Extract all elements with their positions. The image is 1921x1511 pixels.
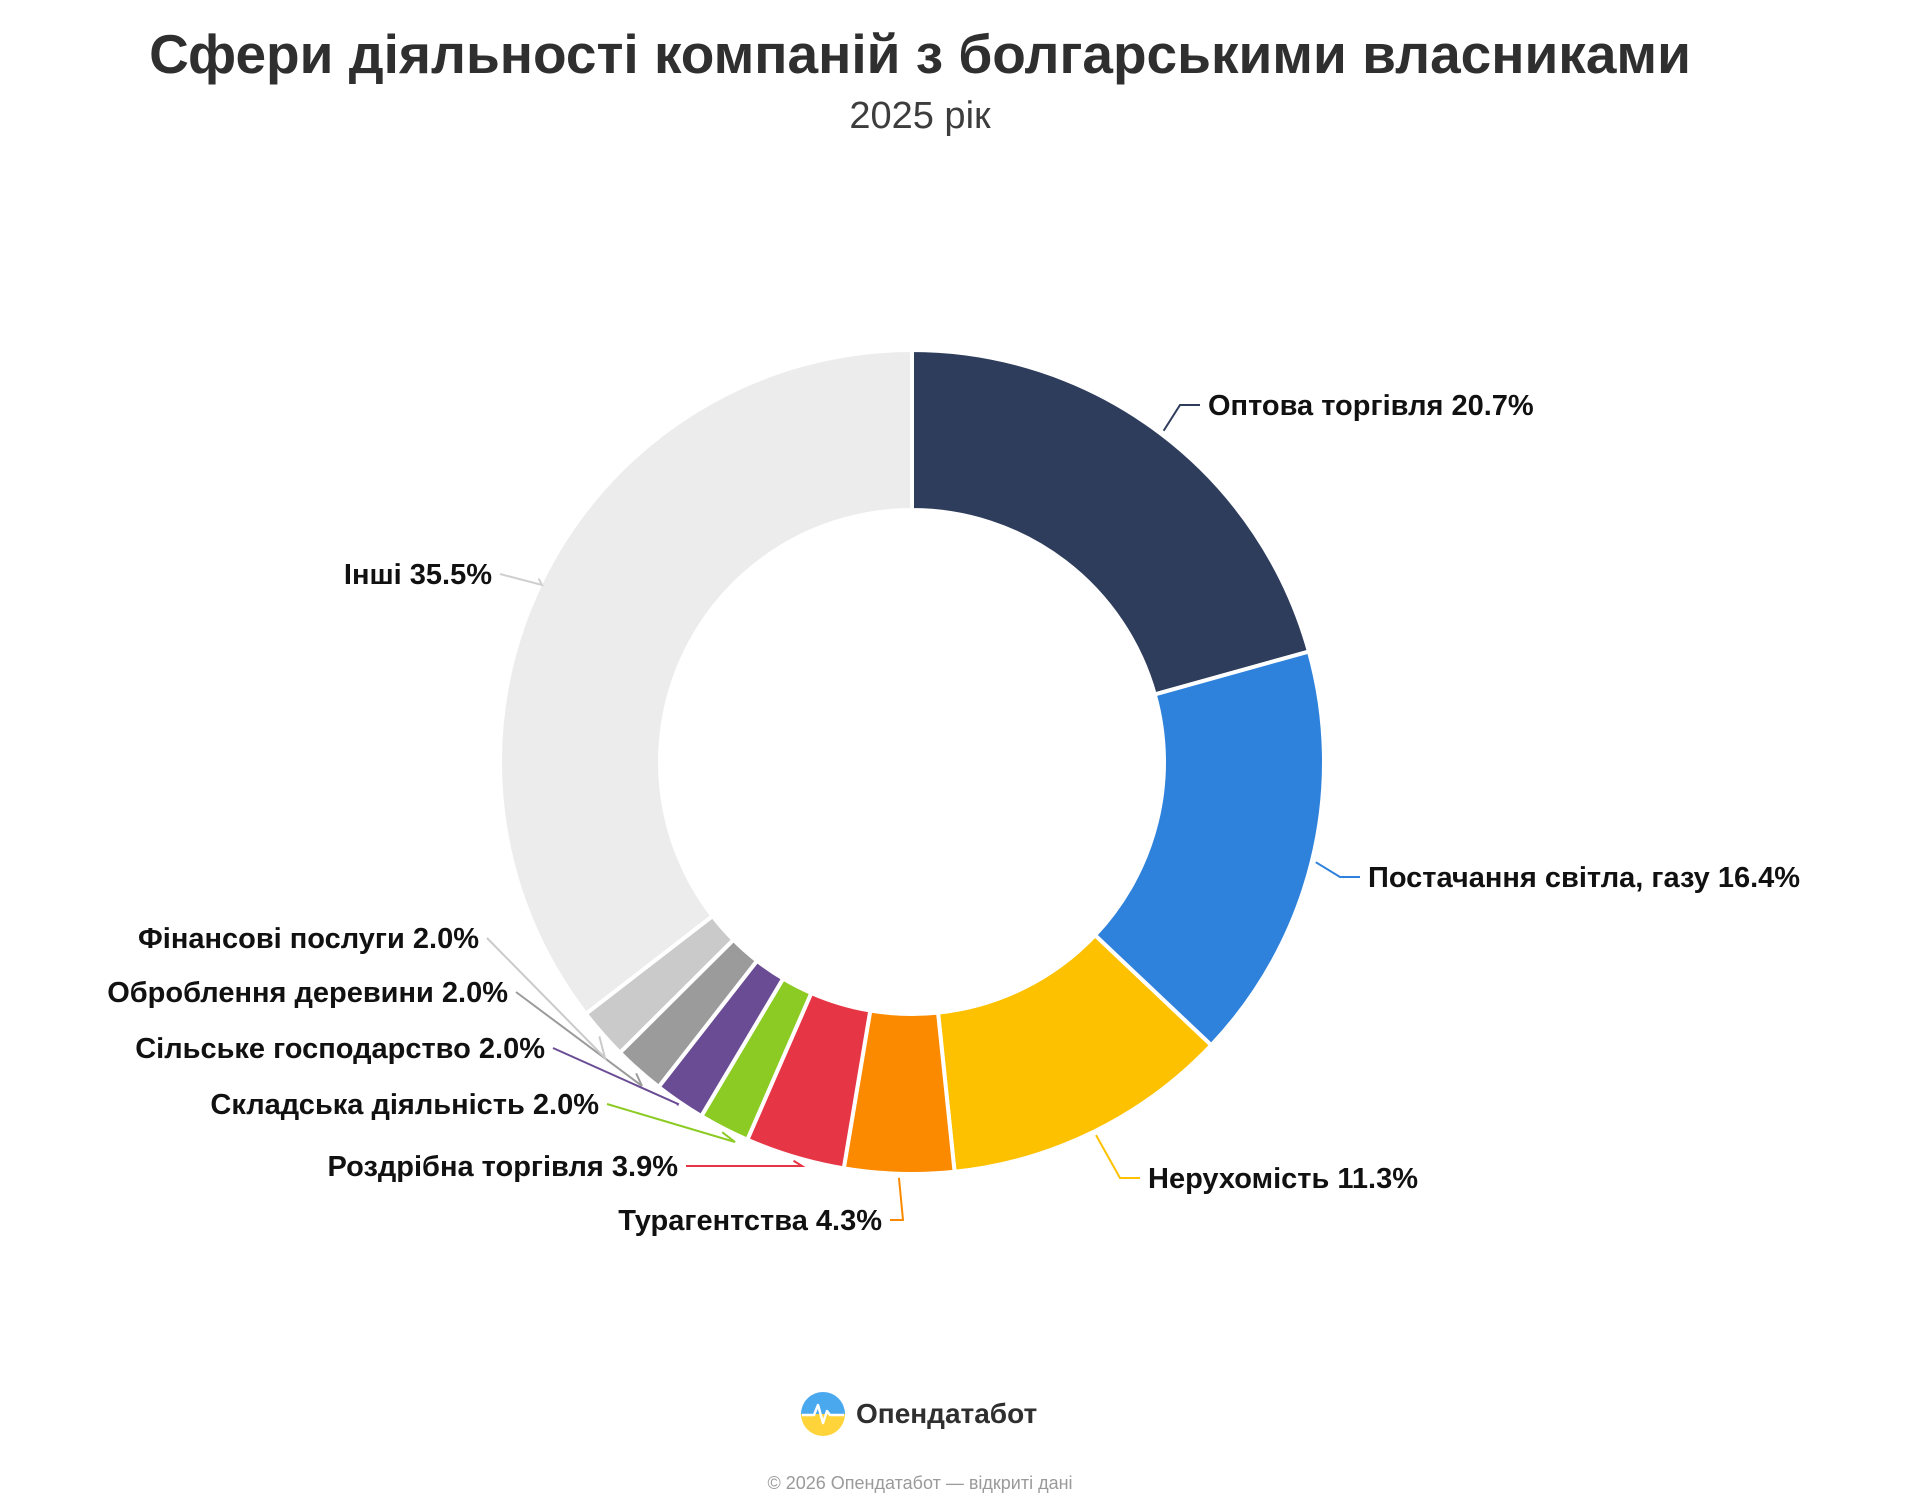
slice-label: Оптова торгівля 20.7%: [1208, 390, 1534, 422]
brand-logo[interactable]: Опендатабот: [800, 1390, 1037, 1438]
leader-line: [499, 573, 544, 587]
donut-slice[interactable]: [498, 348, 914, 1016]
chart-title: Сфери діяльності компаній з болгарськими…: [149, 23, 1691, 85]
leader-line: [1315, 861, 1360, 878]
leader-line: [515, 991, 643, 1087]
slice-label: Роздрібна торгівля 3.9%: [328, 1151, 679, 1183]
leader-line: [1162, 404, 1200, 432]
donut-slices: [498, 348, 1326, 1176]
opendatabot-logo-icon: [801, 1392, 845, 1436]
donut-slice[interactable]: [910, 348, 1311, 697]
brand-name: Опендатабот: [856, 1398, 1038, 1429]
slice-label: Складська діяльність 2.0%: [210, 1089, 599, 1121]
leader-line: [606, 1103, 736, 1143]
leader-line: [686, 1159, 806, 1167]
slice-labels: Оптова торгівля 20.7% Постачання світла, …: [107, 390, 1800, 1237]
slice-label: Фінансові послуги 2.0%: [138, 923, 479, 955]
footer-copyright: © 2026 Опендатабот — відкриті дані: [767, 1473, 1073, 1493]
donut-slice[interactable]: [1093, 649, 1326, 1048]
slice-label: Сільське господарство 2.0%: [135, 1033, 545, 1065]
leader-line: [1095, 1134, 1140, 1179]
leader-line: [486, 937, 607, 1062]
leader-line: [890, 1177, 905, 1221]
slice-label: Нерухомість 11.3%: [1148, 1163, 1418, 1195]
leader-line: [552, 1047, 680, 1106]
slice-label: Турагентства 4.3%: [618, 1205, 882, 1237]
slice-label: Постачання світла, газу 16.4%: [1368, 862, 1800, 894]
chart-subtitle: 2025 рік: [849, 95, 991, 137]
leader-lines: [486, 404, 1360, 1221]
slice-label: Оброблення деревини 2.0%: [107, 977, 508, 1009]
slice-label: Інші 35.5%: [344, 559, 492, 591]
